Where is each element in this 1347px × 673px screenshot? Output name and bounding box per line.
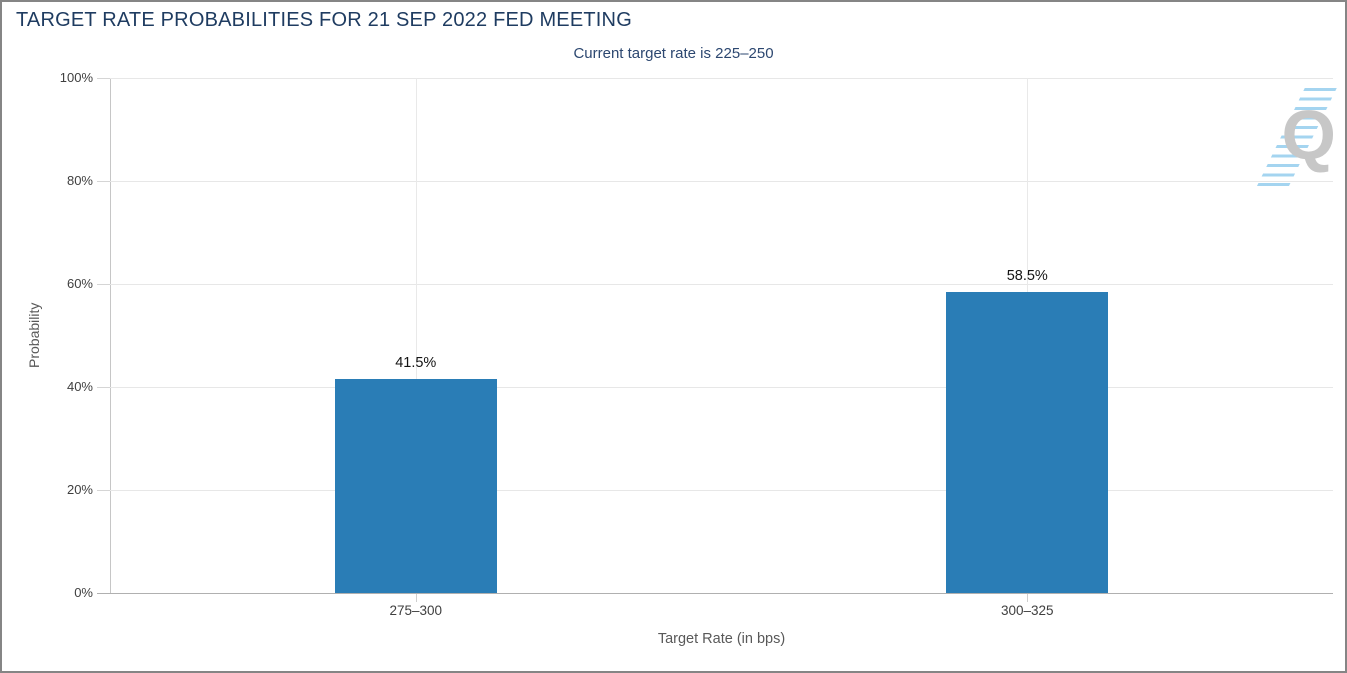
y-tick-mark-40 <box>97 387 110 388</box>
x-axis-baseline <box>97 593 1333 594</box>
v-gridline-1 <box>415 78 417 593</box>
y-tick-mark-100 <box>97 78 110 79</box>
y-axis-line <box>110 78 111 593</box>
y-tick-label-20: 20% <box>66 482 93 497</box>
bar-300–325 <box>946 291 1109 593</box>
h-gridline-80 <box>110 181 1333 182</box>
bar-value-label-1: 41.5% <box>395 355 437 372</box>
bar-value-label-2: 58.5% <box>1006 267 1048 284</box>
h-gridline-60 <box>110 284 1333 285</box>
y-tick-label-40: 40% <box>66 379 93 394</box>
y-tick-label-0: 0% <box>74 585 93 600</box>
y-tick-mark-60 <box>97 284 110 285</box>
x-tick-mark-2 <box>1027 593 1029 602</box>
x-tick-label-2: 300–325 <box>1000 603 1054 618</box>
y-tick-mark-80 <box>97 181 110 182</box>
x-axis-title: Target Rate (in bps) <box>657 631 786 647</box>
x-tick-mark-1 <box>415 593 417 602</box>
y-tick-label-80: 80% <box>66 173 93 188</box>
bar-275–300 <box>334 379 497 593</box>
plot-area: Probability Target Rate (in bps) 0% 20% 40… <box>26 70 1333 647</box>
y-axis-title: Probability <box>26 302 42 369</box>
y-tick-label-100: 100% <box>59 70 93 85</box>
chart-subtitle: Current target rate is 225–250 <box>573 45 774 62</box>
h-gridline-100 <box>110 78 1333 79</box>
y-tick-mark-20 <box>97 490 110 491</box>
h-gridline-20 <box>110 490 1333 491</box>
h-gridline-40 <box>110 387 1333 388</box>
x-tick-label-1: 275–300 <box>389 603 443 618</box>
chart-title: TARGET RATE PROBABILITIES FOR 21 SEP 202… <box>16 9 632 31</box>
y-tick-label-60: 60% <box>66 276 93 291</box>
